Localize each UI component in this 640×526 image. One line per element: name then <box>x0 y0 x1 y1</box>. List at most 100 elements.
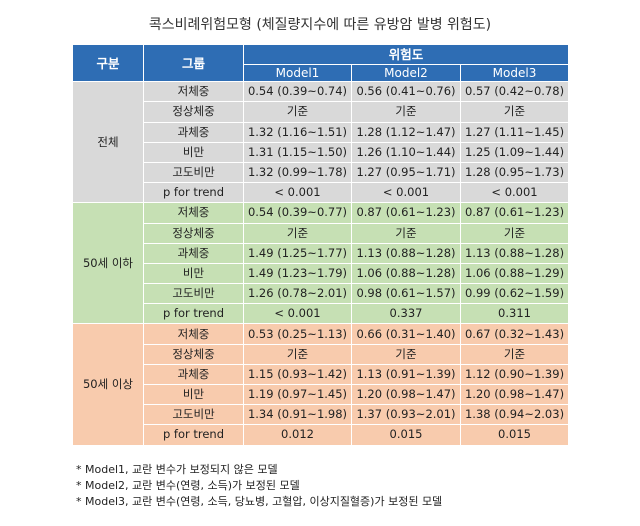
table-row: p for trend 0.012 0.015 0.015 <box>73 424 570 446</box>
group-cell: 비만 <box>143 141 244 163</box>
model3-value-cell: 0.87 (0.61~1.23) <box>459 202 570 224</box>
footnote: * Model1, 교란 변수가 보정되지 않은 모델 <box>76 463 278 476</box>
table-row: p for trend < 0.001 0.337 0.311 <box>73 303 570 325</box>
group-cell: 고도비만 <box>143 161 244 184</box>
model2-value-cell: 1.13 (0.88~1.28) <box>351 242 461 264</box>
group-cell: 과체중 <box>143 242 244 264</box>
model1-value-cell: 기준 <box>243 101 352 123</box>
model3-value-cell: 1.20 (0.98~1.47) <box>459 383 570 406</box>
group-cell: 정상체중 <box>143 222 244 244</box>
model1-value-cell: 1.49 (1.25~1.77) <box>243 242 352 264</box>
model1-value-cell: 0.54 (0.39~0.77) <box>243 202 352 224</box>
model3-value-cell: 1.38 (0.94~2.03) <box>459 404 570 426</box>
header-model3: Model3 <box>459 64 570 83</box>
model1-value-cell: 기준 <box>243 343 352 365</box>
model3-value-cell: < 0.001 <box>459 182 570 204</box>
table-title: 콕스비례위험모형 (체질량지수에 따른 유방암 발병 위험도) <box>148 17 492 33</box>
group-cell: 저체중 <box>143 202 244 224</box>
model2-value-cell: 1.13 (0.91~1.39) <box>351 363 461 386</box>
model2-value-cell: 기준 <box>351 222 461 244</box>
table-row: 50세 이하 저체중 0.54 (0.39~0.77) 0.87 (0.61~1.23… <box>72 202 570 325</box>
group-cell: 저체중 <box>143 81 244 103</box>
model1-value-cell: 1.31 (1.15~1.50) <box>243 141 352 163</box>
table-row: 고도비만 1.26 (0.78~2.01) 0.98 (0.61~1.57) 0.99… <box>73 283 570 305</box>
model2-value-cell: 0.56 (0.41~0.76) <box>351 81 461 103</box>
table-row: 비만 1.31 (1.15~1.50) 1.26 (1.10~1.44) 1.25 (… <box>73 141 570 163</box>
table-row: 비만 1.19 (0.97~1.45) 1.20 (0.98~1.47) 1.20 (… <box>73 383 570 406</box>
model3-value-cell: 0.311 <box>459 303 570 325</box>
group-cell: p for trend <box>143 182 244 204</box>
group-cell: 저체중 <box>143 323 244 345</box>
model2-value-cell: 1.20 (0.98~1.47) <box>351 383 461 406</box>
model2-value-cell: 1.06 (0.88~1.28) <box>351 262 461 285</box>
model1-value-cell: 1.32 (0.99~1.78) <box>243 161 352 184</box>
section-label: 50세 이하 <box>72 202 144 325</box>
group-cell: 과체중 <box>143 363 244 386</box>
group-cell: 정상체중 <box>143 343 244 365</box>
header-risk: 위험도 <box>242 43 570 66</box>
table-row: 정상체중 기준 기준 기준 <box>73 101 570 123</box>
model3-value-cell: 1.13 (0.88~1.28) <box>459 242 570 264</box>
table-row: 과체중 1.15 (0.93~1.42) 1.13 (0.91~1.39) 1.12 … <box>73 363 570 386</box>
model2-value-cell: 0.015 <box>351 424 461 446</box>
model1-value-cell: 1.15 (0.93~1.42) <box>243 363 352 386</box>
table-row: 정상체중 기준 기준 기준 <box>73 343 570 365</box>
model3-value-cell: 1.06 (0.88~1.29) <box>459 262 570 285</box>
model2-value-cell: 1.37 (0.93~2.01) <box>351 404 461 426</box>
model1-value-cell: < 0.001 <box>243 303 352 325</box>
section-label: 50세 이상 <box>72 323 144 446</box>
model1-value-cell: 1.19 (0.97~1.45) <box>243 383 352 406</box>
model3-value-cell: 기준 <box>459 101 570 123</box>
model1-value-cell: 0.012 <box>243 424 352 446</box>
table-row: p for trend < 0.001 < 0.001 < 0.001 <box>73 182 570 204</box>
group-cell: 고도비만 <box>143 283 244 305</box>
model1-value-cell: 1.32 (1.16~1.51) <box>243 121 352 143</box>
model1-value-cell: 1.26 (0.78~2.01) <box>243 283 352 305</box>
model2-value-cell: < 0.001 <box>351 182 461 204</box>
model1-value-cell: < 0.001 <box>243 182 352 204</box>
model1-value-cell: 0.53 (0.25~1.13) <box>243 323 352 345</box>
section-label: 전체 <box>72 81 144 204</box>
hazard-ratio-table: 구분 그룹 위험도 Model1 Model2 Model3 전체 저체중 0.54… <box>72 43 570 446</box>
group-cell: 비만 <box>143 262 244 285</box>
table-row: 과체중 1.32 (1.16~1.51) 1.28 (1.12~1.47) 1.27 … <box>73 121 570 143</box>
model2-value-cell: 1.26 (1.10~1.44) <box>351 141 461 163</box>
model3-value-cell: 기준 <box>459 343 570 365</box>
header-group: 그룹 <box>143 43 244 83</box>
group-cell: p for trend <box>143 303 244 325</box>
model2-value-cell: 1.27 (0.95~1.71) <box>351 161 461 184</box>
model1-value-cell: 1.34 (0.91~1.98) <box>243 404 352 426</box>
model3-value-cell: 1.12 (0.90~1.39) <box>459 363 570 386</box>
model2-value-cell: 0.98 (0.61~1.57) <box>351 283 461 305</box>
model1-value-cell: 기준 <box>243 222 352 244</box>
table-row: 정상체중 기준 기준 기준 <box>73 222 570 244</box>
model2-value-cell: 0.337 <box>351 303 461 325</box>
model2-value-cell: 기준 <box>351 343 461 365</box>
model3-value-cell: 1.25 (1.09~1.44) <box>459 141 570 163</box>
table-row: 고도비만 1.32 (0.99~1.78) 1.27 (0.95~1.71) 1.28… <box>73 161 570 184</box>
table-row: 비만 1.49 (1.23~1.79) 1.06 (0.88~1.28) 1.06 (… <box>73 262 570 285</box>
table-row: 과체중 1.49 (1.25~1.77) 1.13 (0.88~1.28) 1.13 … <box>73 242 570 264</box>
model2-value-cell: 0.87 (0.61~1.23) <box>351 202 461 224</box>
group-cell: p for trend <box>143 424 244 446</box>
header-model1: Model1 <box>243 64 352 83</box>
model3-value-cell: 0.67 (0.32~1.43) <box>459 323 570 345</box>
model3-value-cell: 0.99 (0.62~1.59) <box>459 283 570 305</box>
group-cell: 정상체중 <box>143 101 244 123</box>
group-cell: 비만 <box>143 383 244 406</box>
model3-value-cell: 기준 <box>459 222 570 244</box>
model2-value-cell: 0.66 (0.31~1.40) <box>351 323 461 345</box>
footnote: * Model3, 교란 변수(연령, 소득, 당뇨병, 고혈압, 이상지질혈증… <box>76 495 443 508</box>
header-model2: Model2 <box>351 64 461 83</box>
model1-value-cell: 0.54 (0.39~0.74) <box>243 81 352 103</box>
table-row: 50세 이상 저체중 0.53 (0.25~1.13) 0.66 (0.31~1.40… <box>72 323 570 446</box>
table-row: 고도비만 1.34 (0.91~1.98) 1.37 (0.93~2.01) 1.38… <box>73 404 570 426</box>
model2-value-cell: 1.28 (1.12~1.47) <box>351 121 461 143</box>
footnotes: * Model1, 교란 변수가 보정되지 않은 모델 * Model2, 교란… <box>76 462 442 510</box>
model3-value-cell: 1.27 (1.11~1.45) <box>459 121 570 143</box>
model3-value-cell: 1.28 (0.95~1.73) <box>459 161 570 184</box>
table-row: 전체 저체중 0.54 (0.39~0.74) 0.56 (0.41~0.76) 0.5… <box>72 81 570 204</box>
group-cell: 과체중 <box>143 121 244 143</box>
model3-value-cell: 0.015 <box>459 424 570 446</box>
group-cell: 고도비만 <box>143 404 244 426</box>
